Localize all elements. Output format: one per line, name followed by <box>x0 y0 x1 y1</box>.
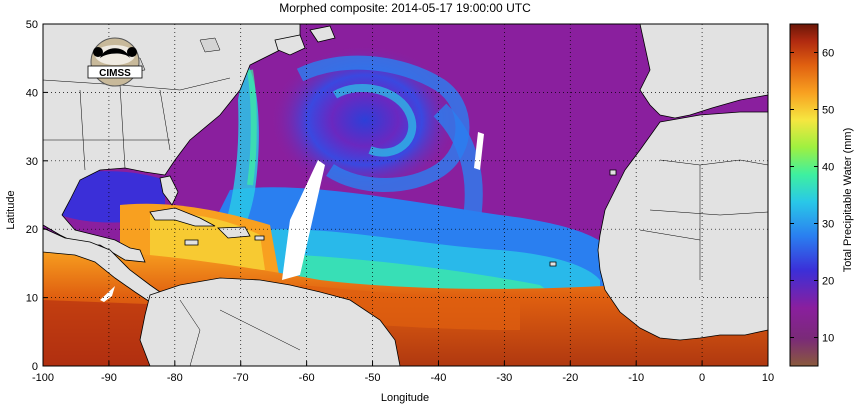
x-axis-ticks: -100 -90 -80 -70 -60 -50 -40 -30 -20 -10 0 10 <box>32 361 774 384</box>
colorbar-label: Total Precipitable Water (mm) <box>842 128 854 272</box>
y-axis-ticks: 0 10 20 30 40 50 <box>26 19 48 373</box>
x-tick-label: -10 <box>628 372 644 384</box>
missing-data-swath <box>100 286 115 302</box>
y-tick-label: 40 <box>26 87 38 99</box>
south-america <box>139 277 401 366</box>
graticule <box>43 24 768 366</box>
x-tick-label: -40 <box>431 372 447 384</box>
x-tick-label: -70 <box>233 372 249 384</box>
cimss-logo: CIMSS <box>87 37 143 87</box>
cimss-logo-text: CIMSS <box>99 68 131 79</box>
colorbar: 10 20 30 40 50 60 Total Precipitable Water (m… <box>789 23 854 367</box>
y-tick-label: 50 <box>26 19 38 31</box>
africa <box>597 111 768 341</box>
missing-data-swath <box>474 132 484 170</box>
y-tick-label: 20 <box>26 224 38 236</box>
missing-data-swath <box>282 160 325 280</box>
x-tick-label: -60 <box>299 372 315 384</box>
x-tick-label: -90 <box>101 372 117 384</box>
colorbar-gradient <box>789 23 819 367</box>
x-tick-label: -50 <box>365 372 381 384</box>
x-tick-label: 0 <box>699 372 705 384</box>
map-title: Morphed composite: 2014-05-17 19:00:00 U… <box>279 1 531 15</box>
colorbar-tick-label: 60 <box>822 48 834 60</box>
colorbar-tick-label: 50 <box>822 105 834 117</box>
europe <box>639 24 768 119</box>
colorbar-tick-label: 10 <box>822 333 834 345</box>
colorbar-tick-label: 20 <box>822 276 834 288</box>
x-tick-label: -20 <box>562 372 578 384</box>
plot-frame <box>42 23 769 367</box>
y-tick-label: 30 <box>26 156 38 168</box>
colorbar-tick-label: 40 <box>822 162 834 174</box>
x-tick-label: 10 <box>762 372 774 384</box>
x-tick-label: -80 <box>167 372 183 384</box>
x-tick-label: -30 <box>496 372 512 384</box>
political-boundaries <box>43 77 768 366</box>
tpw-field: CIMSS <box>43 24 768 366</box>
y-axis-label: Latitude <box>5 190 17 229</box>
x-tick-label: -100 <box>32 372 54 384</box>
y-tick-label: 10 <box>26 293 38 305</box>
colorbar-tick-label: 30 <box>822 219 834 231</box>
x-axis-label: Longitude <box>381 392 429 404</box>
y-tick-label: 0 <box>32 361 38 373</box>
